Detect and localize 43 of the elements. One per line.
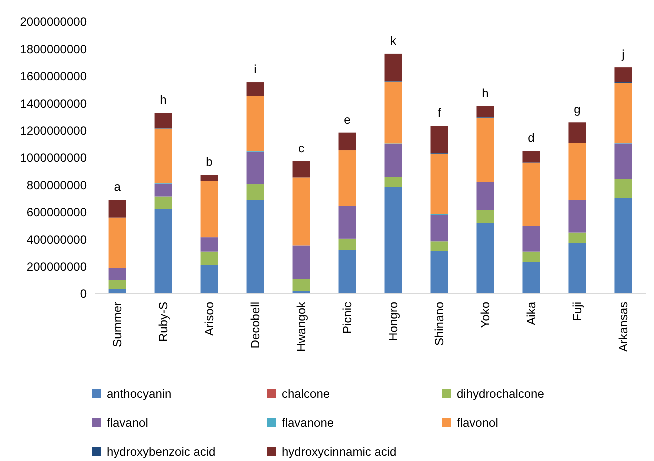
legend-label: chalcone [282,387,330,402]
annotation: b [206,155,214,169]
x-tick-label: Decobell [248,302,263,349]
annotation: f [438,106,442,120]
y-tick-label: 800000000 [26,178,88,192]
x-tick-label: Fuji [570,302,585,322]
y-tick-label: 0 [80,287,88,302]
annotation: h [160,93,167,108]
annotation: a [114,180,122,194]
legend-label: flavanone [282,416,334,430]
legend-label: hydroxycinnamic acid [282,445,397,460]
x-tick-label: Hongro [386,302,401,342]
y-tick-label: 200000000 [26,260,88,274]
x-tick-label: Arkansas [616,302,631,352]
legend-label: anthocyanin [107,387,172,402]
legend-label: flavanol [107,416,148,430]
legend-label: hydroxybenzoic acid [107,445,216,460]
annotation: h [482,86,489,100]
annotation: c [298,141,305,156]
legend-label: flavonol [457,416,498,430]
annotation: e [344,112,352,127]
x-tick-label: Hwangok [294,301,309,352]
y-tick-label: 1000000000 [20,151,88,166]
y-tick-label: 400000000 [26,232,88,247]
x-tick-label: Yoko [478,302,493,328]
y-tick-label: 600000000 [26,206,88,220]
annotation: i [254,62,257,77]
y-tick-label: 1800000000 [20,42,88,56]
annotation: j [621,48,625,62]
y-tick-label: 1200000000 [20,124,88,138]
annotation: k [390,34,398,48]
x-tick-label: Shinano [432,302,447,346]
x-tick-label: Ruby-S [156,302,171,342]
legend-label: dihydrochalcone [457,387,545,402]
y-tick-label: 1600000000 [20,70,88,84]
x-tick-label: Aika [524,302,539,326]
x-tick-label: Arisoo [202,302,217,336]
x-tick-label: Picnic [340,302,355,334]
annotation: d [528,131,535,146]
x-tick-label: Summer [110,302,125,348]
y-tick-label: 2000000000 [20,15,88,30]
annotation: g [574,102,581,117]
y-tick-label: 1400000000 [20,96,88,111]
